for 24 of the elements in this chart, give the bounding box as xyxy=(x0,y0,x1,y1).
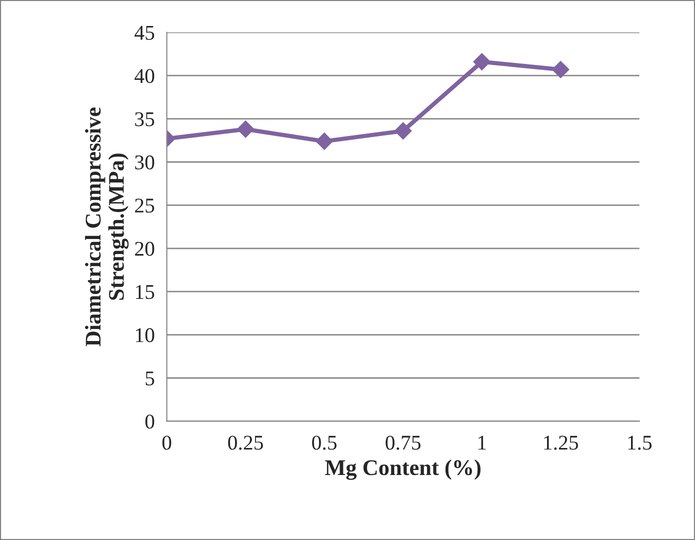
y-axis-title: Diametrical Compressive Strength.(MPa) xyxy=(85,108,129,346)
x-axis-title: Mg Content (%) xyxy=(325,460,481,480)
y-tick-label: 10 xyxy=(136,328,154,342)
point xyxy=(473,53,490,70)
point xyxy=(394,122,412,140)
x-tick-label: 0 xyxy=(162,436,172,450)
x-tick-label: 0.25 xyxy=(228,436,263,450)
y-tick-label: 25 xyxy=(135,198,154,213)
y-tick-label: 45 xyxy=(134,26,154,40)
x-tick-label: 0.5 xyxy=(312,436,337,450)
y-tick-label: 20 xyxy=(135,242,154,256)
y-tick-label: 35 xyxy=(135,112,154,126)
x-tick-label: 1 xyxy=(478,436,486,450)
y-tick-label: 0 xyxy=(145,414,154,429)
y-tick-label: 40 xyxy=(134,68,154,84)
point xyxy=(237,120,254,138)
point xyxy=(316,132,333,150)
y-tick-label: 5 xyxy=(146,372,154,386)
x-tick-label: 1.25 xyxy=(544,436,578,450)
point xyxy=(552,61,570,78)
x-tick-label: 1.5 xyxy=(628,436,652,450)
y-tick-label: 15 xyxy=(136,285,154,300)
x-tick-label: 0.75 xyxy=(386,436,421,450)
y-tick-label: 30 xyxy=(135,155,154,170)
